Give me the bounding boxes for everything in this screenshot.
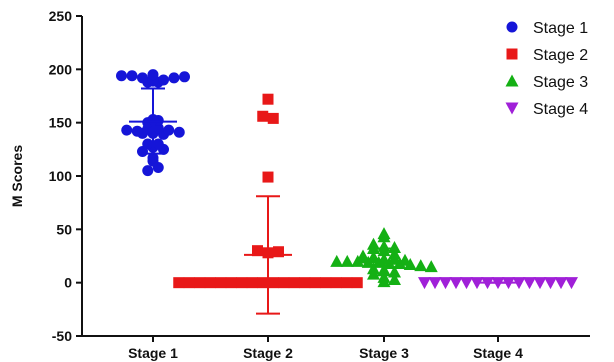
data-point — [367, 262, 380, 275]
data-point — [414, 259, 428, 272]
series-1 — [116, 69, 190, 177]
data-point — [204, 277, 216, 289]
y-tick-label: 0 — [64, 275, 72, 291]
data-point — [388, 247, 401, 260]
data-point — [147, 69, 159, 81]
data-point — [523, 277, 536, 290]
legend-marker — [506, 21, 518, 33]
data-point — [147, 152, 159, 164]
data-point — [158, 74, 169, 86]
data-point — [388, 272, 401, 285]
data-point — [173, 277, 185, 289]
y-tick-label: 50 — [56, 221, 72, 237]
data-point — [194, 277, 206, 289]
data-point — [299, 277, 311, 289]
y-tick-label: 150 — [49, 115, 73, 131]
data-point — [215, 277, 227, 289]
legend-label: Stage 4 — [533, 101, 588, 118]
data-point — [367, 237, 380, 250]
data-point — [428, 277, 442, 290]
series-3 — [330, 227, 438, 288]
data-point — [257, 277, 269, 289]
data-point — [288, 277, 300, 289]
y-axis-label: M Scores — [9, 145, 25, 207]
data-point — [267, 277, 279, 289]
data-point — [126, 70, 138, 82]
legend-marker — [505, 102, 519, 115]
data-point — [565, 277, 578, 290]
data-point — [460, 277, 473, 290]
data-point — [341, 277, 353, 289]
x-tick-label: Stage 2 — [243, 345, 293, 361]
data-point — [377, 227, 391, 240]
data-point — [116, 70, 127, 82]
x-ticks: Stage 1 Stage 2 Stage 3 Stage 4 — [128, 336, 523, 361]
y-tick-label: -50 — [52, 328, 72, 344]
y-tick-label: 250 — [49, 8, 73, 24]
data-point — [377, 270, 391, 283]
legend-item: Stage 3 — [505, 74, 588, 91]
data-point — [225, 277, 237, 289]
data-point — [356, 249, 370, 262]
x-tick-label: Stage 1 — [128, 345, 178, 361]
data-point — [142, 138, 154, 150]
legend-item: Stage 1 — [506, 20, 588, 37]
data-point — [418, 277, 431, 290]
data-point — [179, 71, 190, 83]
data-point — [439, 277, 452, 290]
data-point — [388, 240, 401, 253]
y-tick-label: 100 — [49, 168, 73, 184]
legend-label: Stage 1 — [533, 20, 588, 37]
data-point — [257, 110, 269, 122]
data-point — [330, 277, 342, 289]
data-point — [309, 277, 321, 289]
data-point — [533, 277, 547, 290]
data-point — [330, 254, 344, 267]
data-point — [121, 124, 133, 136]
x-tick-label: Stage 3 — [359, 345, 409, 361]
data-point — [131, 125, 143, 137]
data-point — [320, 277, 332, 289]
legend-item: Stage 2 — [506, 47, 588, 64]
y-tick-label: 200 — [49, 61, 73, 77]
legend-item: Stage 4 — [505, 101, 588, 118]
data-point — [367, 250, 380, 263]
data-point — [262, 93, 274, 105]
data-point — [137, 72, 148, 84]
data-point — [173, 126, 185, 138]
y-ticks: 250 200 150 100 50 0 -50 — [49, 8, 82, 344]
data-point — [168, 72, 180, 84]
plot-area — [116, 69, 578, 315]
data-point — [449, 277, 463, 290]
data-point — [424, 260, 438, 273]
data-point — [163, 124, 175, 136]
data-point — [273, 246, 284, 258]
data-point — [252, 245, 263, 257]
data-point — [142, 165, 154, 177]
legend-label: Stage 3 — [533, 74, 588, 91]
data-point — [246, 277, 258, 289]
data-point — [544, 277, 557, 290]
legend-marker — [505, 74, 519, 87]
data-point — [152, 138, 164, 150]
data-point — [262, 171, 274, 183]
data-point — [340, 254, 354, 267]
series-4 — [418, 277, 578, 290]
data-point — [278, 277, 290, 289]
data-point — [267, 112, 279, 124]
data-point — [236, 277, 248, 289]
legend-label: Stage 2 — [533, 47, 588, 64]
data-point — [554, 277, 568, 290]
data-point — [183, 277, 195, 289]
legend: Stage 1 Stage 2 Stage 3 Stage 4 — [505, 20, 588, 118]
legend-marker — [506, 48, 518, 60]
data-point — [351, 277, 363, 289]
x-tick-label: Stage 4 — [473, 345, 523, 361]
series-2 — [173, 93, 363, 315]
